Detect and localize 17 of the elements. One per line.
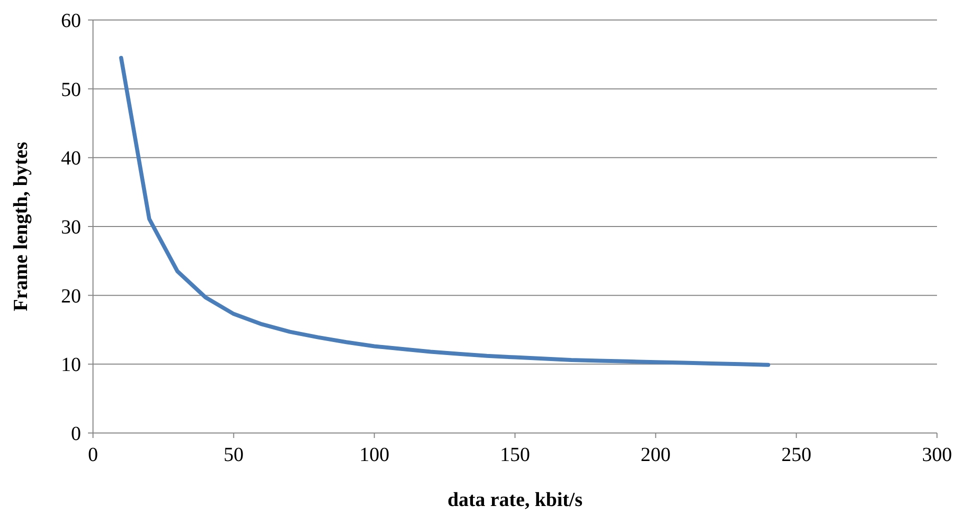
x-tick-label: 300 (922, 444, 952, 466)
x-tick-label: 100 (359, 444, 390, 466)
y-tick-label: 50 (61, 78, 81, 101)
x-axis-title: data rate, kbit/s (448, 489, 583, 511)
y-axis-title: Frame length, bytes (10, 142, 32, 312)
y-tick-label: 20 (61, 285, 81, 308)
line-series (119, 56, 770, 367)
x-tick-label: 50 (224, 444, 244, 466)
y-tick-label: 30 (61, 216, 81, 238)
y-tick-label: 0 (71, 423, 81, 445)
x-tick-label: 250 (781, 444, 812, 466)
x-tick-label: 0 (88, 444, 98, 466)
x-tick-label: 200 (640, 444, 671, 466)
y-tick-label: 10 (61, 354, 81, 376)
x-tick-label: 150 (500, 444, 530, 466)
y-tick-label: 60 (61, 10, 81, 32)
y-tick-label: 40 (61, 148, 81, 170)
